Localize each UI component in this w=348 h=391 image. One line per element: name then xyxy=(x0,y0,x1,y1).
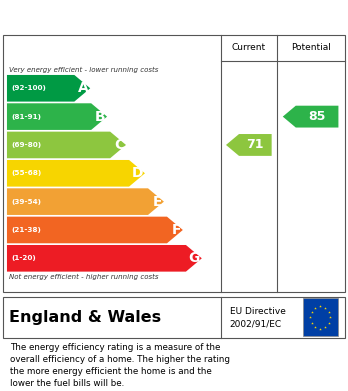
Text: The energy efficiency rating is a measure of the
overall efficiency of a home. T: The energy efficiency rating is a measur… xyxy=(10,343,230,388)
Text: (1-20): (1-20) xyxy=(11,255,36,261)
Text: Not energy efficient - higher running costs: Not energy efficient - higher running co… xyxy=(9,274,158,280)
Text: A: A xyxy=(78,81,88,95)
Text: (55-68): (55-68) xyxy=(11,170,41,176)
Text: (21-38): (21-38) xyxy=(11,227,41,233)
Polygon shape xyxy=(7,217,183,243)
Text: G: G xyxy=(189,251,200,265)
Polygon shape xyxy=(226,134,272,156)
Text: 71: 71 xyxy=(247,138,264,151)
Polygon shape xyxy=(7,188,164,215)
Polygon shape xyxy=(7,160,145,187)
Text: Potential: Potential xyxy=(291,43,331,52)
Text: EU Directive: EU Directive xyxy=(230,307,286,316)
Text: 85: 85 xyxy=(308,110,326,123)
Text: D: D xyxy=(132,166,143,180)
Polygon shape xyxy=(7,103,107,130)
Bar xyxy=(303,298,338,336)
Text: Energy Efficiency Rating: Energy Efficiency Rating xyxy=(9,9,230,24)
Text: 2002/91/EC: 2002/91/EC xyxy=(230,319,282,328)
Text: (69-80): (69-80) xyxy=(11,142,41,148)
Text: Current: Current xyxy=(232,43,266,52)
Text: (39-54): (39-54) xyxy=(11,199,41,204)
Text: (81-91): (81-91) xyxy=(11,114,41,120)
Text: Very energy efficient - lower running costs: Very energy efficient - lower running co… xyxy=(9,67,158,73)
Text: C: C xyxy=(114,138,124,152)
Text: F: F xyxy=(172,223,181,237)
Polygon shape xyxy=(283,106,338,127)
Polygon shape xyxy=(7,132,126,158)
Polygon shape xyxy=(7,245,202,272)
Text: (92-100): (92-100) xyxy=(11,85,46,91)
Text: E: E xyxy=(153,195,162,209)
Text: B: B xyxy=(95,109,105,124)
Text: England & Wales: England & Wales xyxy=(9,310,161,325)
Polygon shape xyxy=(7,75,90,102)
